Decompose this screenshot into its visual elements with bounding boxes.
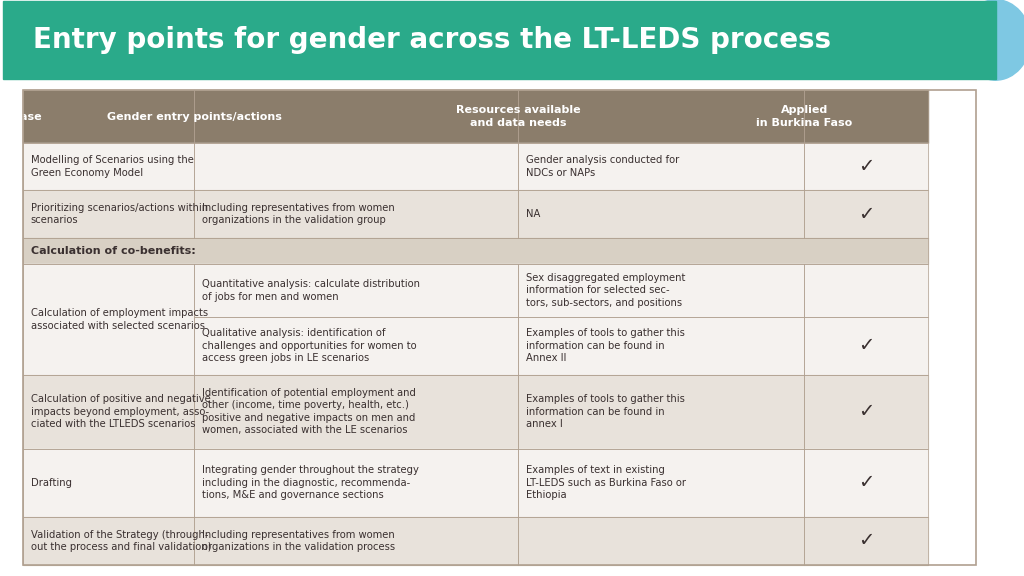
Bar	[804, 317, 928, 375]
Text: ✓: ✓	[858, 473, 874, 492]
Text: Applied
in Burkina Faso: Applied in Burkina Faso	[756, 105, 852, 128]
Bar	[23, 143, 195, 190]
Bar	[804, 449, 928, 517]
Bar	[23, 264, 195, 375]
Bar	[23, 449, 195, 517]
Text: Qualitative analysis: identification of
challenges and opportunities for women t: Qualitative analysis: identification of …	[203, 328, 417, 363]
Text: Examples of text in existing
LT-LEDS such as Burkina Faso or
Ethiopia: Examples of text in existing LT-LEDS suc…	[526, 465, 686, 500]
Bar	[195, 90, 518, 143]
Bar	[518, 375, 804, 449]
Text: NA: NA	[526, 209, 541, 219]
Bar	[518, 317, 804, 375]
Bar	[195, 449, 518, 517]
Text: Entry points for gender across the LT-LEDS process: Entry points for gender across the LT-LE…	[33, 26, 830, 54]
Text: ✓: ✓	[858, 402, 874, 421]
Bar	[804, 264, 928, 317]
Text: Examples of tools to gather this
information can be found in
Annex II: Examples of tools to gather this informa…	[526, 328, 685, 363]
Bar	[518, 90, 804, 143]
Bar	[195, 90, 518, 143]
Bar	[195, 264, 518, 317]
Bar	[804, 517, 928, 564]
Bar	[804, 375, 928, 449]
Bar	[195, 375, 518, 449]
Bar	[518, 317, 804, 375]
Bar	[23, 90, 195, 143]
Text: Examples of tools to gather this
information can be found in
annex I: Examples of tools to gather this informa…	[526, 395, 685, 429]
Bar	[518, 375, 804, 449]
Bar	[195, 317, 518, 375]
FancyBboxPatch shape	[3, 1, 995, 79]
Text: Gender entry points/actions: Gender entry points/actions	[106, 112, 282, 122]
Bar	[23, 90, 195, 143]
Bar	[518, 517, 804, 564]
Bar	[804, 190, 928, 238]
Bar	[804, 90, 928, 143]
Text: Quantitative analysis: calculate distribution
of jobs for men and women: Quantitative analysis: calculate distrib…	[203, 279, 420, 302]
Text: ✓: ✓	[858, 336, 874, 355]
Bar	[804, 190, 928, 238]
Bar	[804, 143, 928, 190]
Text: ✓: ✓	[858, 531, 874, 550]
Text: Resources available
and data needs: Resources available and data needs	[456, 105, 581, 128]
Bar	[23, 238, 928, 264]
Bar	[518, 264, 804, 317]
Bar	[195, 190, 518, 238]
Text: ✓: ✓	[858, 157, 874, 176]
Text: Prioritizing scenarios/actions within
scenarios: Prioritizing scenarios/actions within sc…	[31, 203, 208, 225]
Text: Gender analysis conducted for
NDCs or NAPs: Gender analysis conducted for NDCs or NA…	[526, 156, 680, 178]
Text: Calculation of co-benefits:: Calculation of co-benefits:	[31, 246, 196, 256]
Bar	[23, 264, 195, 375]
Bar	[195, 264, 518, 317]
Text: Drafting: Drafting	[31, 478, 72, 488]
Text: ✓: ✓	[858, 204, 874, 223]
Bar	[804, 90, 928, 143]
Text: Phase: Phase	[4, 112, 42, 122]
Text: Identification of potential employment and
other (income, time poverty, health, : Identification of potential employment a…	[203, 388, 416, 435]
Text: Calculation of positive and negative
impacts beyond employment, asso-
ciated wit: Calculation of positive and negative imp…	[31, 395, 211, 429]
Bar	[23, 517, 195, 564]
Text: Integrating gender throughout the strategy
including in the diagnostic, recommen: Integrating gender throughout the strate…	[203, 465, 419, 500]
Bar	[23, 449, 195, 517]
Bar	[195, 375, 518, 449]
Text: Modelling of Scenarios using the
Green Economy Model: Modelling of Scenarios using the Green E…	[31, 156, 194, 178]
Bar	[804, 449, 928, 517]
Bar	[195, 517, 518, 564]
Bar	[518, 517, 804, 564]
Bar	[804, 143, 928, 190]
Text: Calculation of employment impacts
associated with selected scenarios: Calculation of employment impacts associ…	[31, 308, 208, 331]
Bar	[804, 517, 928, 564]
Bar	[23, 143, 195, 190]
Bar	[518, 264, 804, 317]
Bar	[804, 317, 928, 375]
Bar	[518, 143, 804, 190]
Bar	[23, 375, 195, 449]
Text: Including representatives from women
organizations in the validation group: Including representatives from women org…	[203, 203, 395, 225]
Bar	[23, 90, 976, 564]
Text: Sex disaggregated employment
information for selected sec-
tors, sub-sectors, an: Sex disaggregated employment information…	[526, 273, 686, 308]
Bar	[195, 449, 518, 517]
Bar	[195, 517, 518, 564]
Bar	[195, 190, 518, 238]
Bar	[518, 143, 804, 190]
Bar	[195, 143, 518, 190]
Ellipse shape	[961, 0, 1024, 80]
Bar	[804, 264, 928, 317]
Bar	[804, 375, 928, 449]
Bar	[518, 90, 804, 143]
Bar	[195, 317, 518, 375]
Bar	[23, 238, 928, 264]
Bar	[195, 143, 518, 190]
Text: Validation of the Strategy (through-
out the process and final validation): Validation of the Strategy (through- out…	[31, 529, 211, 552]
Bar	[23, 517, 195, 564]
Bar	[518, 190, 804, 238]
Bar	[23, 190, 195, 238]
Bar	[518, 449, 804, 517]
Bar	[23, 190, 195, 238]
Text: Including representatives from women
organizations in the validation process: Including representatives from women org…	[203, 529, 395, 552]
Bar	[518, 190, 804, 238]
Bar	[23, 375, 195, 449]
Bar	[518, 449, 804, 517]
